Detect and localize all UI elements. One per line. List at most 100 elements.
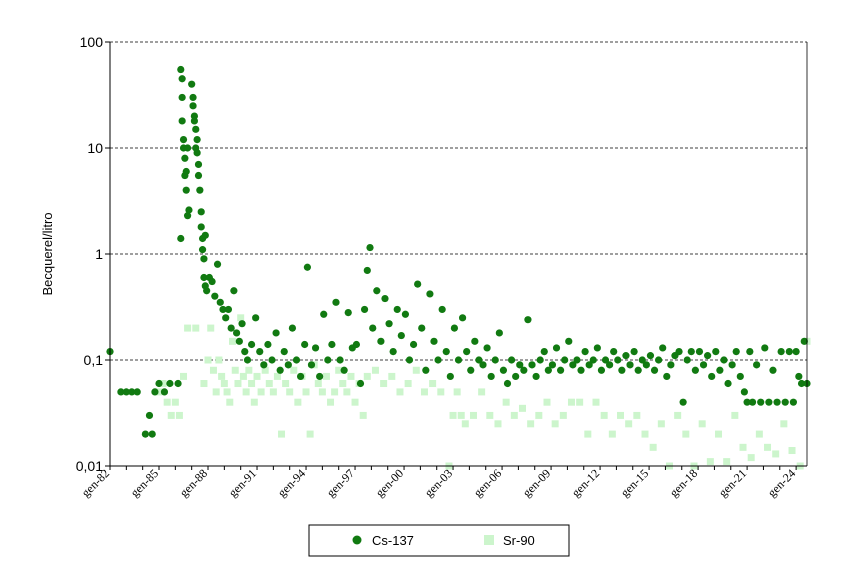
sr90-point <box>257 388 265 396</box>
cs137-point <box>352 340 361 349</box>
cs137-point <box>499 366 508 374</box>
cs137-point <box>454 356 463 364</box>
cs137-point <box>597 366 606 374</box>
y-tick-label: 0,1 <box>84 352 104 368</box>
cs137-point <box>222 314 230 322</box>
x-tick-label: gen-15 <box>618 466 651 499</box>
cs137-point <box>687 348 695 356</box>
cs137-point <box>675 348 683 356</box>
cs137-point <box>716 366 724 374</box>
sr90-point <box>616 411 624 419</box>
cs137-point <box>679 398 687 406</box>
sr90-point <box>380 380 388 388</box>
cs137-point <box>792 348 800 356</box>
sr90-point <box>633 411 641 419</box>
cs137-point <box>773 398 781 406</box>
cs137-point <box>360 305 369 314</box>
cs137-point <box>691 366 699 374</box>
sr90-point <box>209 366 217 374</box>
sr90-point <box>755 430 763 438</box>
cs137-point <box>593 344 601 352</box>
sr90-point <box>625 420 633 428</box>
cs137-point <box>181 154 189 162</box>
cs137-point <box>565 337 573 345</box>
sr90-point <box>237 314 245 322</box>
sr90-point <box>649 443 657 451</box>
sr90-point <box>764 443 772 451</box>
cs137-point <box>189 93 197 102</box>
cs137-point <box>219 305 227 314</box>
cs137-point <box>224 305 233 314</box>
cs137-point <box>748 398 757 406</box>
cs137-point <box>256 348 264 356</box>
cs137-point <box>122 388 130 396</box>
cs137-point <box>589 356 597 364</box>
cs137-point <box>307 361 316 369</box>
cs137-point <box>552 344 561 352</box>
cs137-point <box>301 340 309 349</box>
cs137-point <box>495 329 503 337</box>
sr90-point <box>449 411 457 419</box>
x-tick-label: gen-09 <box>520 466 553 499</box>
sr90-point <box>204 356 212 364</box>
sr90-point <box>780 420 788 428</box>
sr90-point <box>306 430 314 438</box>
sr90-point <box>510 411 518 419</box>
cs137-point <box>528 361 536 369</box>
cs137-point <box>216 298 224 306</box>
cs137-point <box>426 290 434 298</box>
cs137-point <box>556 366 565 374</box>
sr90-point <box>234 380 242 388</box>
cs137-point <box>292 356 301 364</box>
cs137-point <box>614 356 622 364</box>
cs137-point <box>381 294 389 303</box>
sr90-point <box>371 366 379 374</box>
cs137-point <box>743 398 751 406</box>
cs137-point <box>344 309 352 317</box>
cs137-point <box>720 356 728 364</box>
sr90-point <box>167 411 175 419</box>
grid-lines <box>110 41 807 361</box>
cs137-point <box>753 361 761 369</box>
sr90-point <box>584 430 592 438</box>
legend-label-cs137: Cs-137 <box>372 533 414 548</box>
sr90-point <box>535 411 543 419</box>
sr90-point <box>698 420 706 428</box>
cs137-point <box>475 356 483 364</box>
cs137-point <box>280 348 288 356</box>
cs137-point <box>585 361 593 369</box>
cs137-point <box>438 305 446 314</box>
cs137-point <box>704 352 712 360</box>
sr90-point <box>731 411 739 419</box>
x-tick-label: gen-85 <box>128 466 161 499</box>
cs137-point <box>532 372 540 381</box>
sr90-point <box>527 420 535 428</box>
sr90-point <box>278 430 286 438</box>
cs137-point <box>243 356 252 364</box>
cs137-point <box>548 361 557 369</box>
cs137-point <box>178 117 186 125</box>
cs137-point <box>369 324 377 332</box>
sr90-point <box>469 411 477 419</box>
sr90-point <box>242 388 250 396</box>
cs137-point <box>418 324 426 332</box>
sr90-point <box>706 458 714 466</box>
cs137-point <box>642 361 650 369</box>
sr90-point <box>248 380 256 388</box>
sr90-point <box>404 380 412 388</box>
x-tick-label: gen-18 <box>667 466 700 499</box>
cs137-point <box>781 398 789 406</box>
cs137-point <box>198 246 207 254</box>
cs137-point <box>260 361 268 369</box>
cs137-point <box>235 337 243 345</box>
cs137-point <box>328 340 336 349</box>
sr90-point <box>502 398 510 406</box>
cs137-point <box>182 186 190 194</box>
cs137-point <box>177 65 185 74</box>
cs137-point <box>316 372 324 381</box>
cs137-point <box>320 310 328 318</box>
sr90-point <box>641 430 649 438</box>
cs137-point <box>155 379 163 388</box>
y-tick-label: 10 <box>87 140 103 156</box>
